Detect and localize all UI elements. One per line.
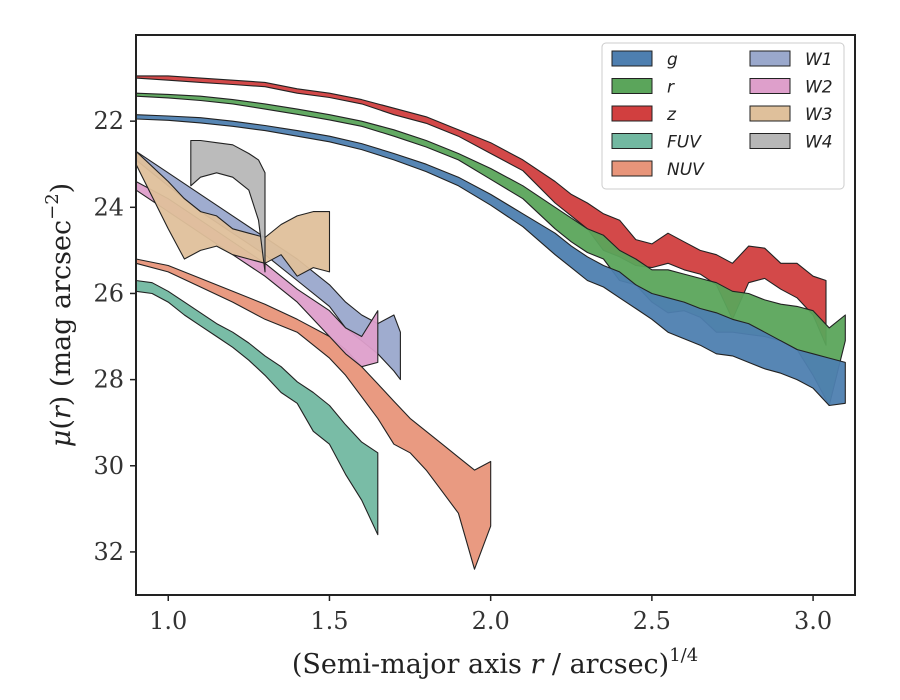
x-tick-label: 1.0: [149, 607, 187, 635]
band-w3: [135, 150, 331, 277]
bands-layer: [135, 75, 846, 570]
legend-swatch-w3: [749, 105, 791, 122]
legend: grz FUV NUV W1 W2 W3 W4: [601, 42, 845, 190]
y-tick-label: 30: [93, 452, 124, 480]
legend-label-g: g: [667, 50, 678, 70]
y-axis-title: μ(r) (mag arcsec−2): [42, 183, 77, 447]
band-g: [135, 114, 846, 407]
x-tick-label: 2.5: [633, 607, 671, 635]
band-nuv: [135, 258, 492, 570]
legend-swatch-w2: [749, 78, 791, 94]
legend-swatch-w4: [749, 133, 791, 149]
y-tick-label: 22: [93, 107, 124, 135]
legend-label-w2: W2: [805, 78, 833, 98]
y-tick-label: 28: [93, 366, 124, 394]
legend-label-w3: W3: [805, 105, 833, 125]
y-tick-label: 24: [93, 193, 124, 221]
legend-label-fuv: FUV: [667, 133, 702, 153]
x-tick-label: 2.0: [472, 607, 510, 635]
band-w4: [190, 139, 266, 273]
y-tick-label: 26: [93, 279, 124, 307]
legend-label-nuv: NUV: [667, 160, 705, 180]
x-tick-label: 3.0: [794, 607, 832, 635]
x-axis: 1.0 1.5 2.0 2.5 3.0: [149, 595, 832, 635]
band-r: [135, 92, 846, 407]
legend-swatch-z: [611, 105, 653, 122]
legend-swatch-w1: [749, 50, 791, 67]
x-tick-label: 1.5: [310, 607, 348, 635]
legend-label-w1: W1: [805, 50, 833, 70]
legend-label-z: z: [666, 105, 677, 125]
plot-frame: [135, 34, 856, 596]
x-axis-title: (Semi-major axis r / arcsec)1/4: [292, 645, 698, 680]
legend-swatch-nuv: [611, 160, 653, 177]
y-axis: 22 24 26 28 30 32: [93, 107, 136, 566]
y-tick-label: 32: [93, 538, 124, 566]
legend-swatch-g: [611, 50, 653, 67]
band-fuv: [135, 279, 379, 536]
legend-swatch-fuv: [611, 133, 653, 149]
legend-swatch-r: [611, 78, 653, 94]
legend-label-r: r: [667, 78, 675, 98]
legend-label-w4: W4: [805, 133, 833, 153]
